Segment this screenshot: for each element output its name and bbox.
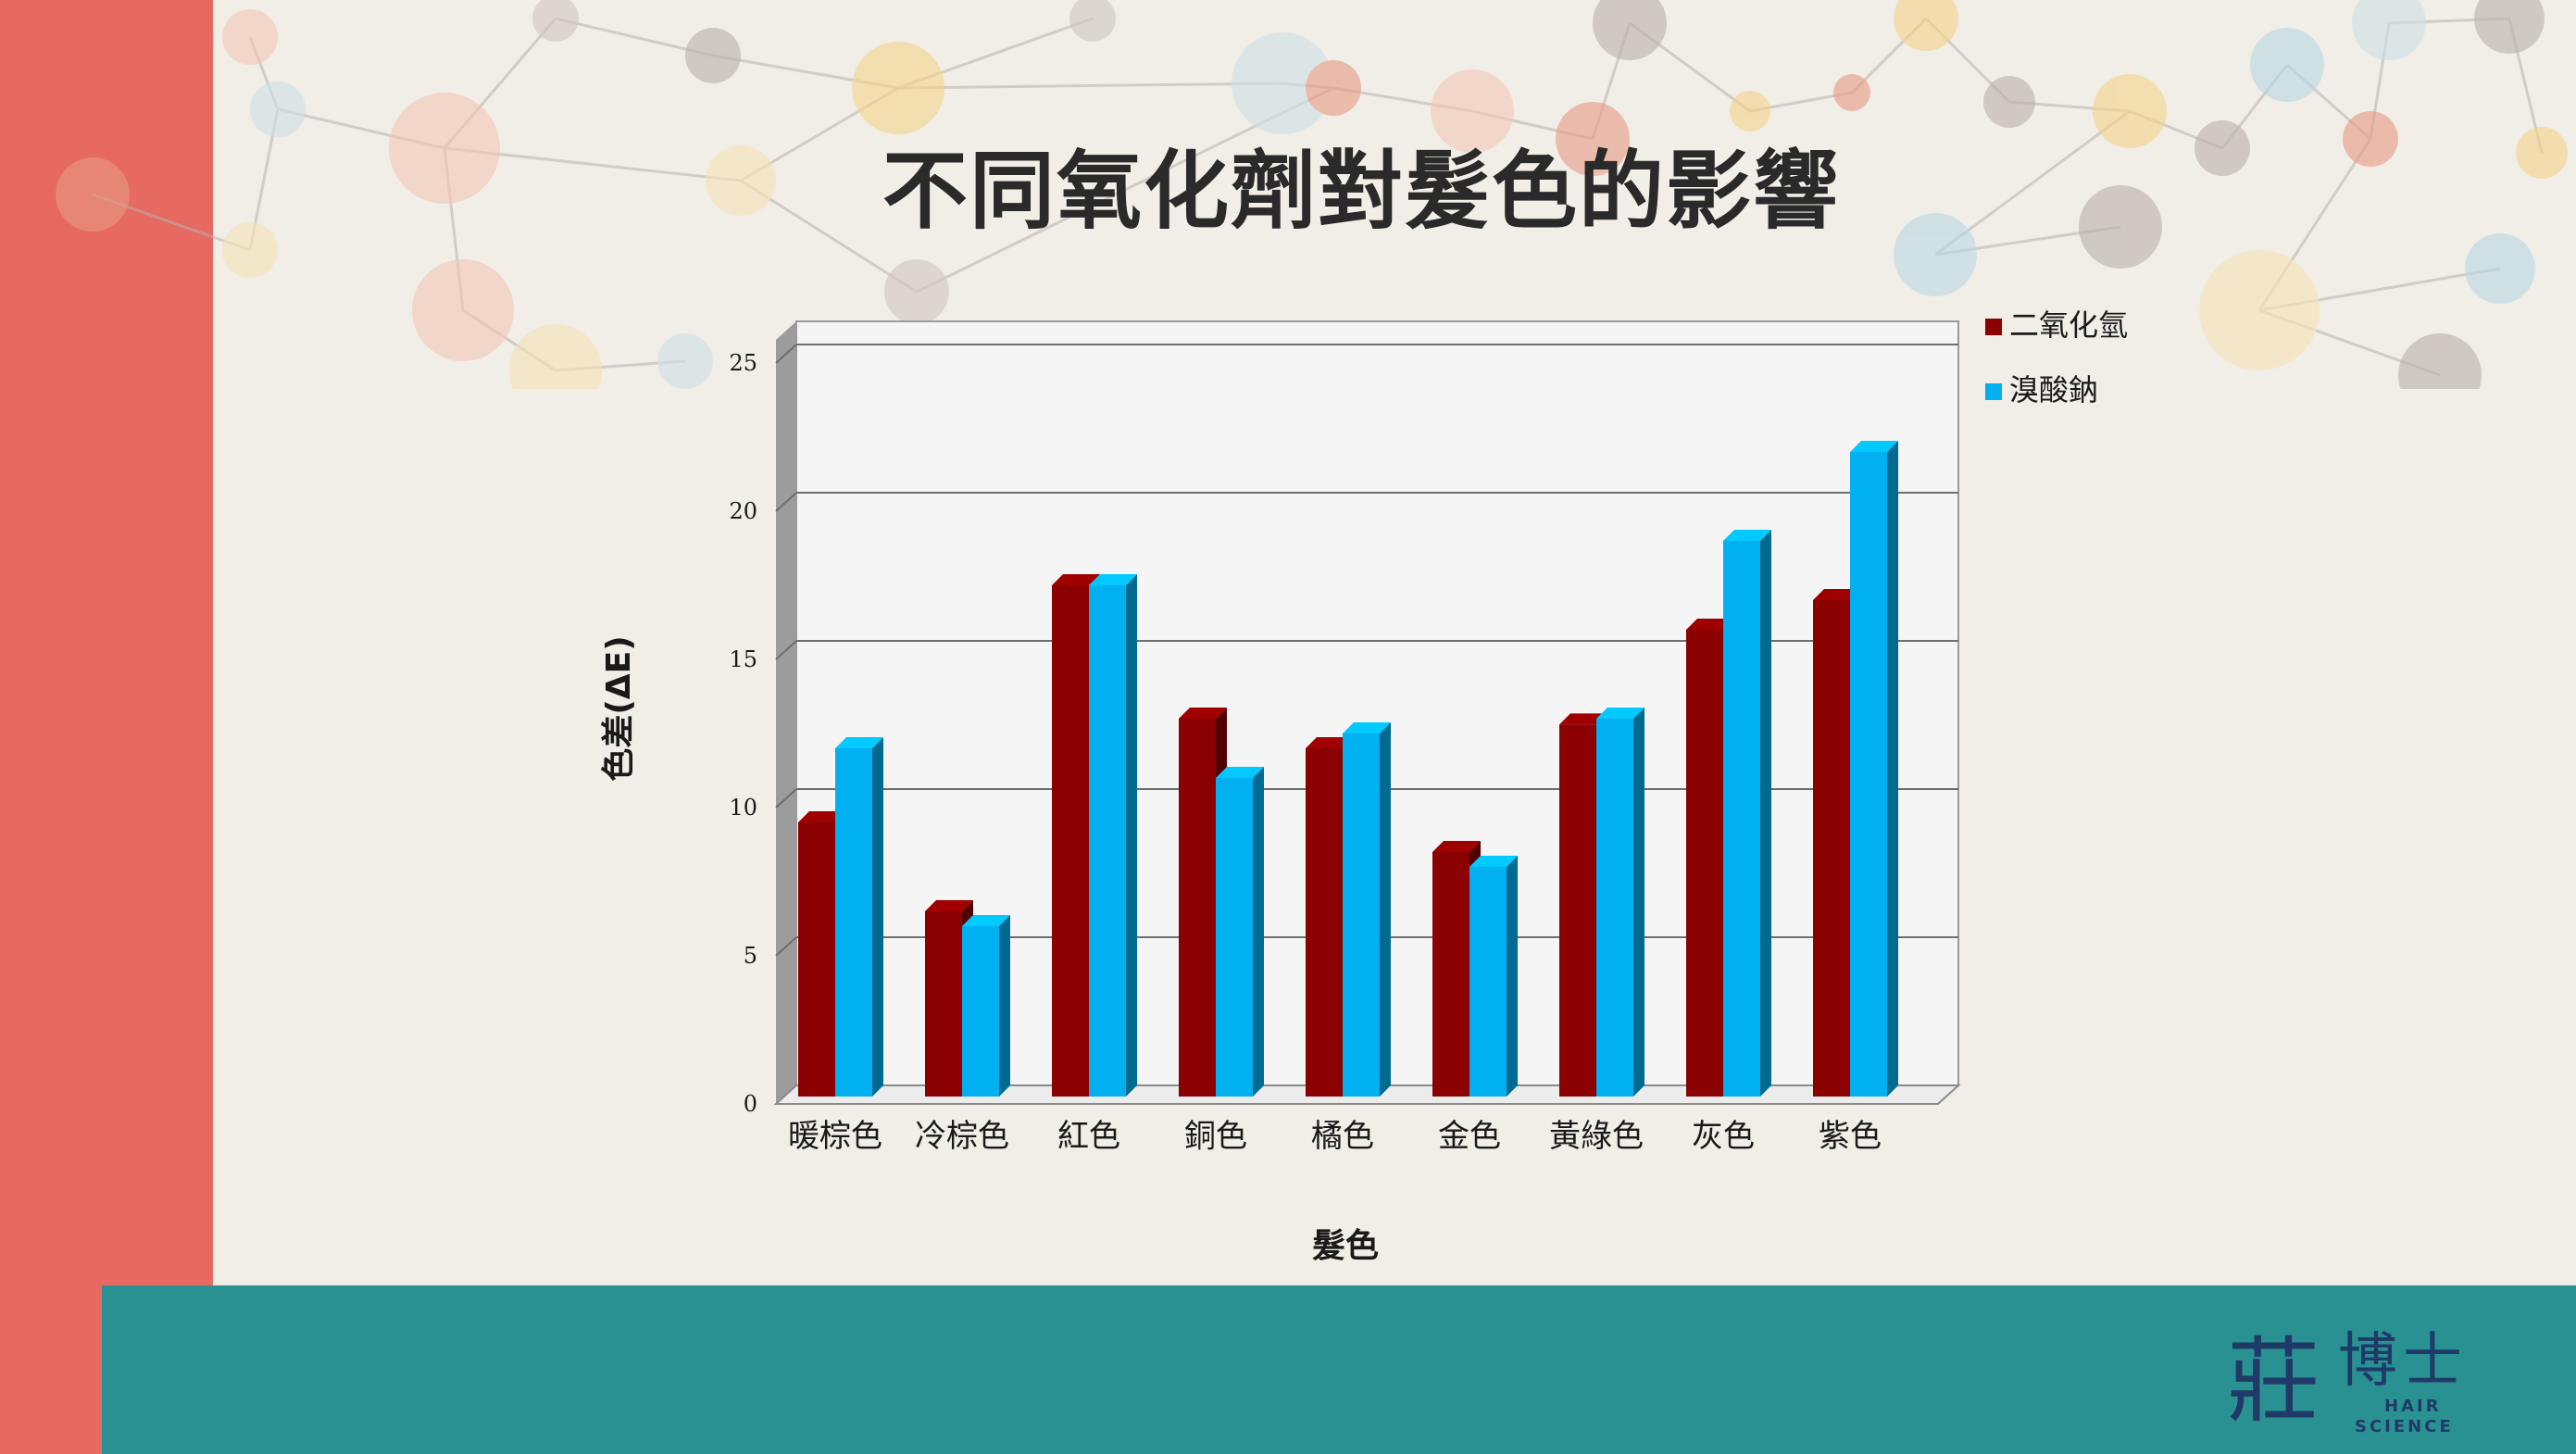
molecule-node [1894,0,1958,51]
bar [1596,708,1644,1097]
molecule-node [2079,185,2162,269]
x-tick-label: 灰色 [1692,1118,1755,1155]
x-tick-label: 金色 [1438,1118,1501,1155]
bar [962,915,1010,1097]
molecule-node [2199,250,2320,370]
logo-line2: SCIENCE [2355,1417,2454,1436]
molecule-node [2343,111,2398,167]
y-tick-label: 5 [744,943,757,969]
molecule-node [1306,60,1361,116]
x-axis-title: 髮色 [1312,1227,1379,1265]
y-tick-label: 10 [729,795,757,821]
molecule-nodes [56,0,2568,389]
logo-line1: HAIR [2384,1397,2442,1416]
legend-label: 溴酸鈉 [2009,372,2098,407]
molecule-node [2516,127,2568,179]
x-tick-label: 橘色 [1311,1118,1374,1155]
molecule-node [685,28,741,83]
legend-item: 溴酸鈉 [1985,372,2098,407]
molecule-node [657,333,713,389]
slide-title: 不同氧化劑對髮色的影響 [882,142,1840,241]
gridline-side [775,640,797,660]
molecule-node [412,259,514,361]
gridline-side [775,492,797,512]
bar [1686,619,1734,1097]
logo-sub-text: 博士 [2338,1327,2468,1396]
gridline-side [775,936,797,957]
x-tick-label: 暖棕色 [788,1118,882,1155]
bottom-accent-band [102,1285,2576,1454]
legend-label: 二氧化氫 [2009,307,2128,343]
x-tick-labels: 暖棕色 冷棕色 紅色 銅色 橘色 金色 黃綠色 灰色 紫色 [788,1118,1882,1155]
molecule-node [2195,120,2250,176]
bar [1216,767,1264,1097]
molecule-node [2465,233,2535,304]
molecule-node [532,0,579,42]
bars [798,441,1898,1097]
molecule-node [2352,0,2426,60]
molecule-node [2474,0,2545,54]
bar [1089,574,1137,1097]
gridline-side [775,344,797,364]
molecule-node [2250,28,2324,102]
molecule-decoration [56,0,2568,389]
y-axis-title: 色差(ΔE) [600,635,638,781]
bar [1850,441,1898,1097]
x-tick-label: 冷棕色 [915,1118,1009,1155]
bar [835,737,883,1097]
molecule-node [1983,76,2035,128]
molecule-node [389,93,500,204]
molecule-node [1069,0,1116,42]
y-tick-label: 25 [729,350,757,376]
molecule-link [897,81,1283,90]
bar [1343,722,1391,1097]
legend-swatch [1985,319,2002,335]
y-tick-label: 0 [744,1091,757,1117]
molecule-node [1556,102,1630,176]
molecule-node [222,222,278,278]
bar [1469,856,1518,1097]
molecule-node [884,259,949,324]
molecule-node [222,9,278,65]
molecule-node [1894,213,1977,296]
molecule-node [1593,0,1667,60]
logo-main-glyph: 莊 [2227,1327,2320,1435]
y-tick-label: 15 [729,646,757,672]
molecule-node [1431,69,1514,153]
molecule-node [509,324,602,389]
bar [1723,530,1771,1097]
molecule-node [1232,32,1333,134]
molecule-node [2398,333,2482,389]
x-tick-label: 紫色 [1819,1118,1882,1155]
molecule-node [250,81,306,137]
left-accent-band [0,0,213,1454]
x-tick-label: 銅色 [1184,1118,1247,1155]
x-tick-label: 黃綠色 [1549,1118,1644,1155]
legend-item: 二氧化氫 [1985,307,2128,343]
y-tick-labels: 0 5 10 15 20 25 [729,350,757,1117]
molecule-node [1730,91,1770,132]
legend-swatch [1985,383,2002,400]
side-wall [776,321,796,1104]
gridline-side [775,788,797,808]
molecule-node [1833,74,1870,111]
molecule-node [56,157,130,232]
brand-logo: 莊 博士 HAIR SCIENCE [2208,1297,2514,1445]
molecule-node [852,42,944,134]
molecule-node [706,145,776,216]
y-tick-label: 20 [729,498,757,524]
molecule-node [2093,74,2167,148]
x-tick-label: 紅色 [1057,1118,1120,1155]
